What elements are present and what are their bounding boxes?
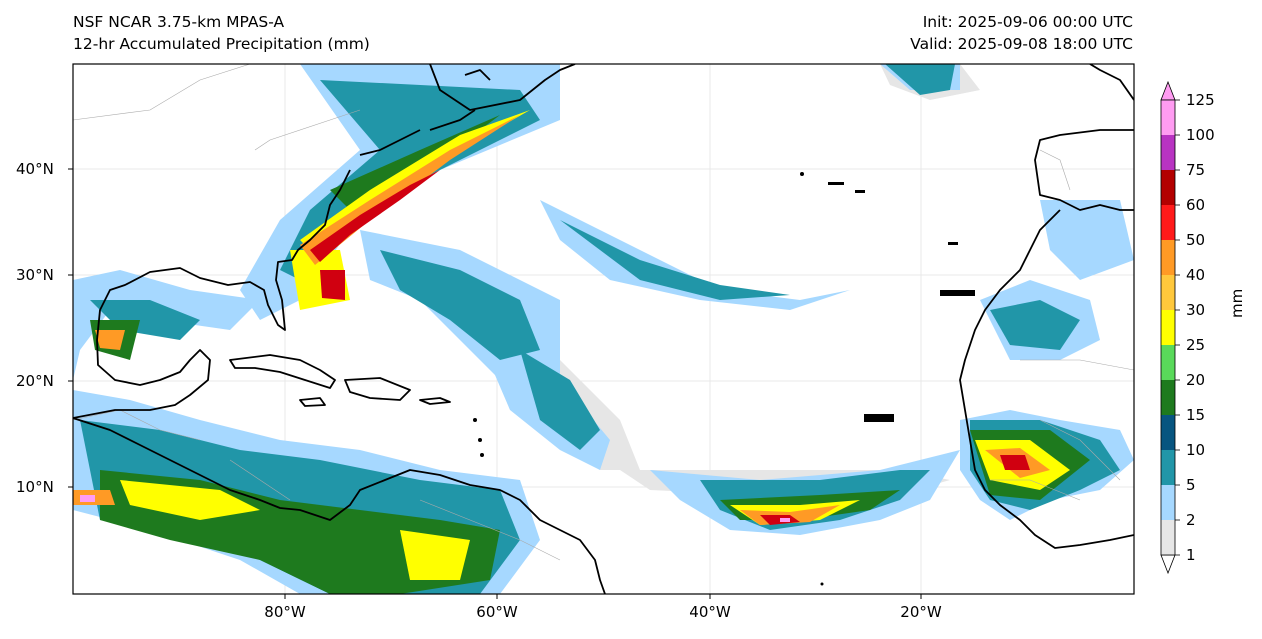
colorbar-label-50: 50 [1186, 231, 1206, 249]
islands [473, 172, 975, 586]
colorbar-label-15: 15 [1186, 406, 1206, 424]
colorbar-bin-10 [1161, 415, 1175, 450]
coastlines [73, 64, 1134, 594]
colorbar-bin-5 [1161, 450, 1175, 485]
title-valid: Valid: 2025-09-08 18:00 UTC [910, 35, 1133, 53]
colorbar-label-1: 1 [1186, 546, 1196, 564]
colorbar-label-100: 100 [1186, 126, 1215, 144]
colorbar-label-40: 40 [1186, 266, 1206, 284]
colorbar-bin-2 [1161, 485, 1175, 520]
colorbar-bin-20 [1161, 345, 1175, 380]
lon-label-80w: 80°W [264, 603, 306, 621]
country-borders [73, 64, 1134, 561]
lon-label-60w: 60°W [476, 603, 518, 621]
colorbar-label-10: 10 [1186, 441, 1206, 459]
colorbar-extend-max [1160, 80, 1176, 101]
title-field: 12-hr Accumulated Precipitation (mm) [73, 35, 370, 53]
colorbar-bin-75 [1161, 135, 1175, 170]
colorbar-bin-30 [1161, 275, 1175, 310]
colorbar-label-2: 2 [1186, 511, 1196, 529]
colorbar-label-60: 60 [1186, 196, 1206, 214]
lon-label-20w: 20°W [900, 603, 942, 621]
title-model: NSF NCAR 3.75-km MPAS-A [73, 13, 285, 31]
lat-label-10n: 10°N [16, 478, 54, 496]
colorbar [1160, 80, 1180, 575]
colorbar-label-75: 75 [1186, 161, 1206, 179]
colorbar-label-5: 5 [1186, 476, 1196, 494]
colorbar-extend-min [1160, 554, 1176, 575]
colorbar-unit: mm [1228, 288, 1246, 318]
colorbar-label-20: 20 [1186, 371, 1206, 389]
colorbar-label-25: 25 [1186, 336, 1206, 354]
colorbar-frame [1160, 99, 1176, 556]
colorbar-bin-15 [1161, 380, 1175, 415]
map-frame [72, 63, 1135, 595]
precip-60mm [310, 170, 1030, 525]
colorbar-label-125: 125 [1186, 91, 1215, 109]
precip-100mm [80, 495, 790, 522]
colorbar-label-30: 30 [1186, 301, 1206, 319]
colorbar-bin-50 [1161, 205, 1175, 240]
colorbar-bin-40 [1161, 240, 1175, 275]
colorbar-bin-25 [1161, 310, 1175, 345]
lat-label-30n: 30°N [16, 266, 54, 284]
colorbar-bin-1 [1161, 520, 1175, 555]
colorbar-bin-60 [1161, 170, 1175, 205]
lat-label-20n: 20°N [16, 372, 54, 390]
title-init: Init: 2025-09-06 00:00 UTC [922, 13, 1133, 31]
lon-label-40w: 40°W [689, 603, 731, 621]
lat-label-40n: 40°N [16, 160, 54, 178]
colorbar-bin-100 [1161, 100, 1175, 135]
